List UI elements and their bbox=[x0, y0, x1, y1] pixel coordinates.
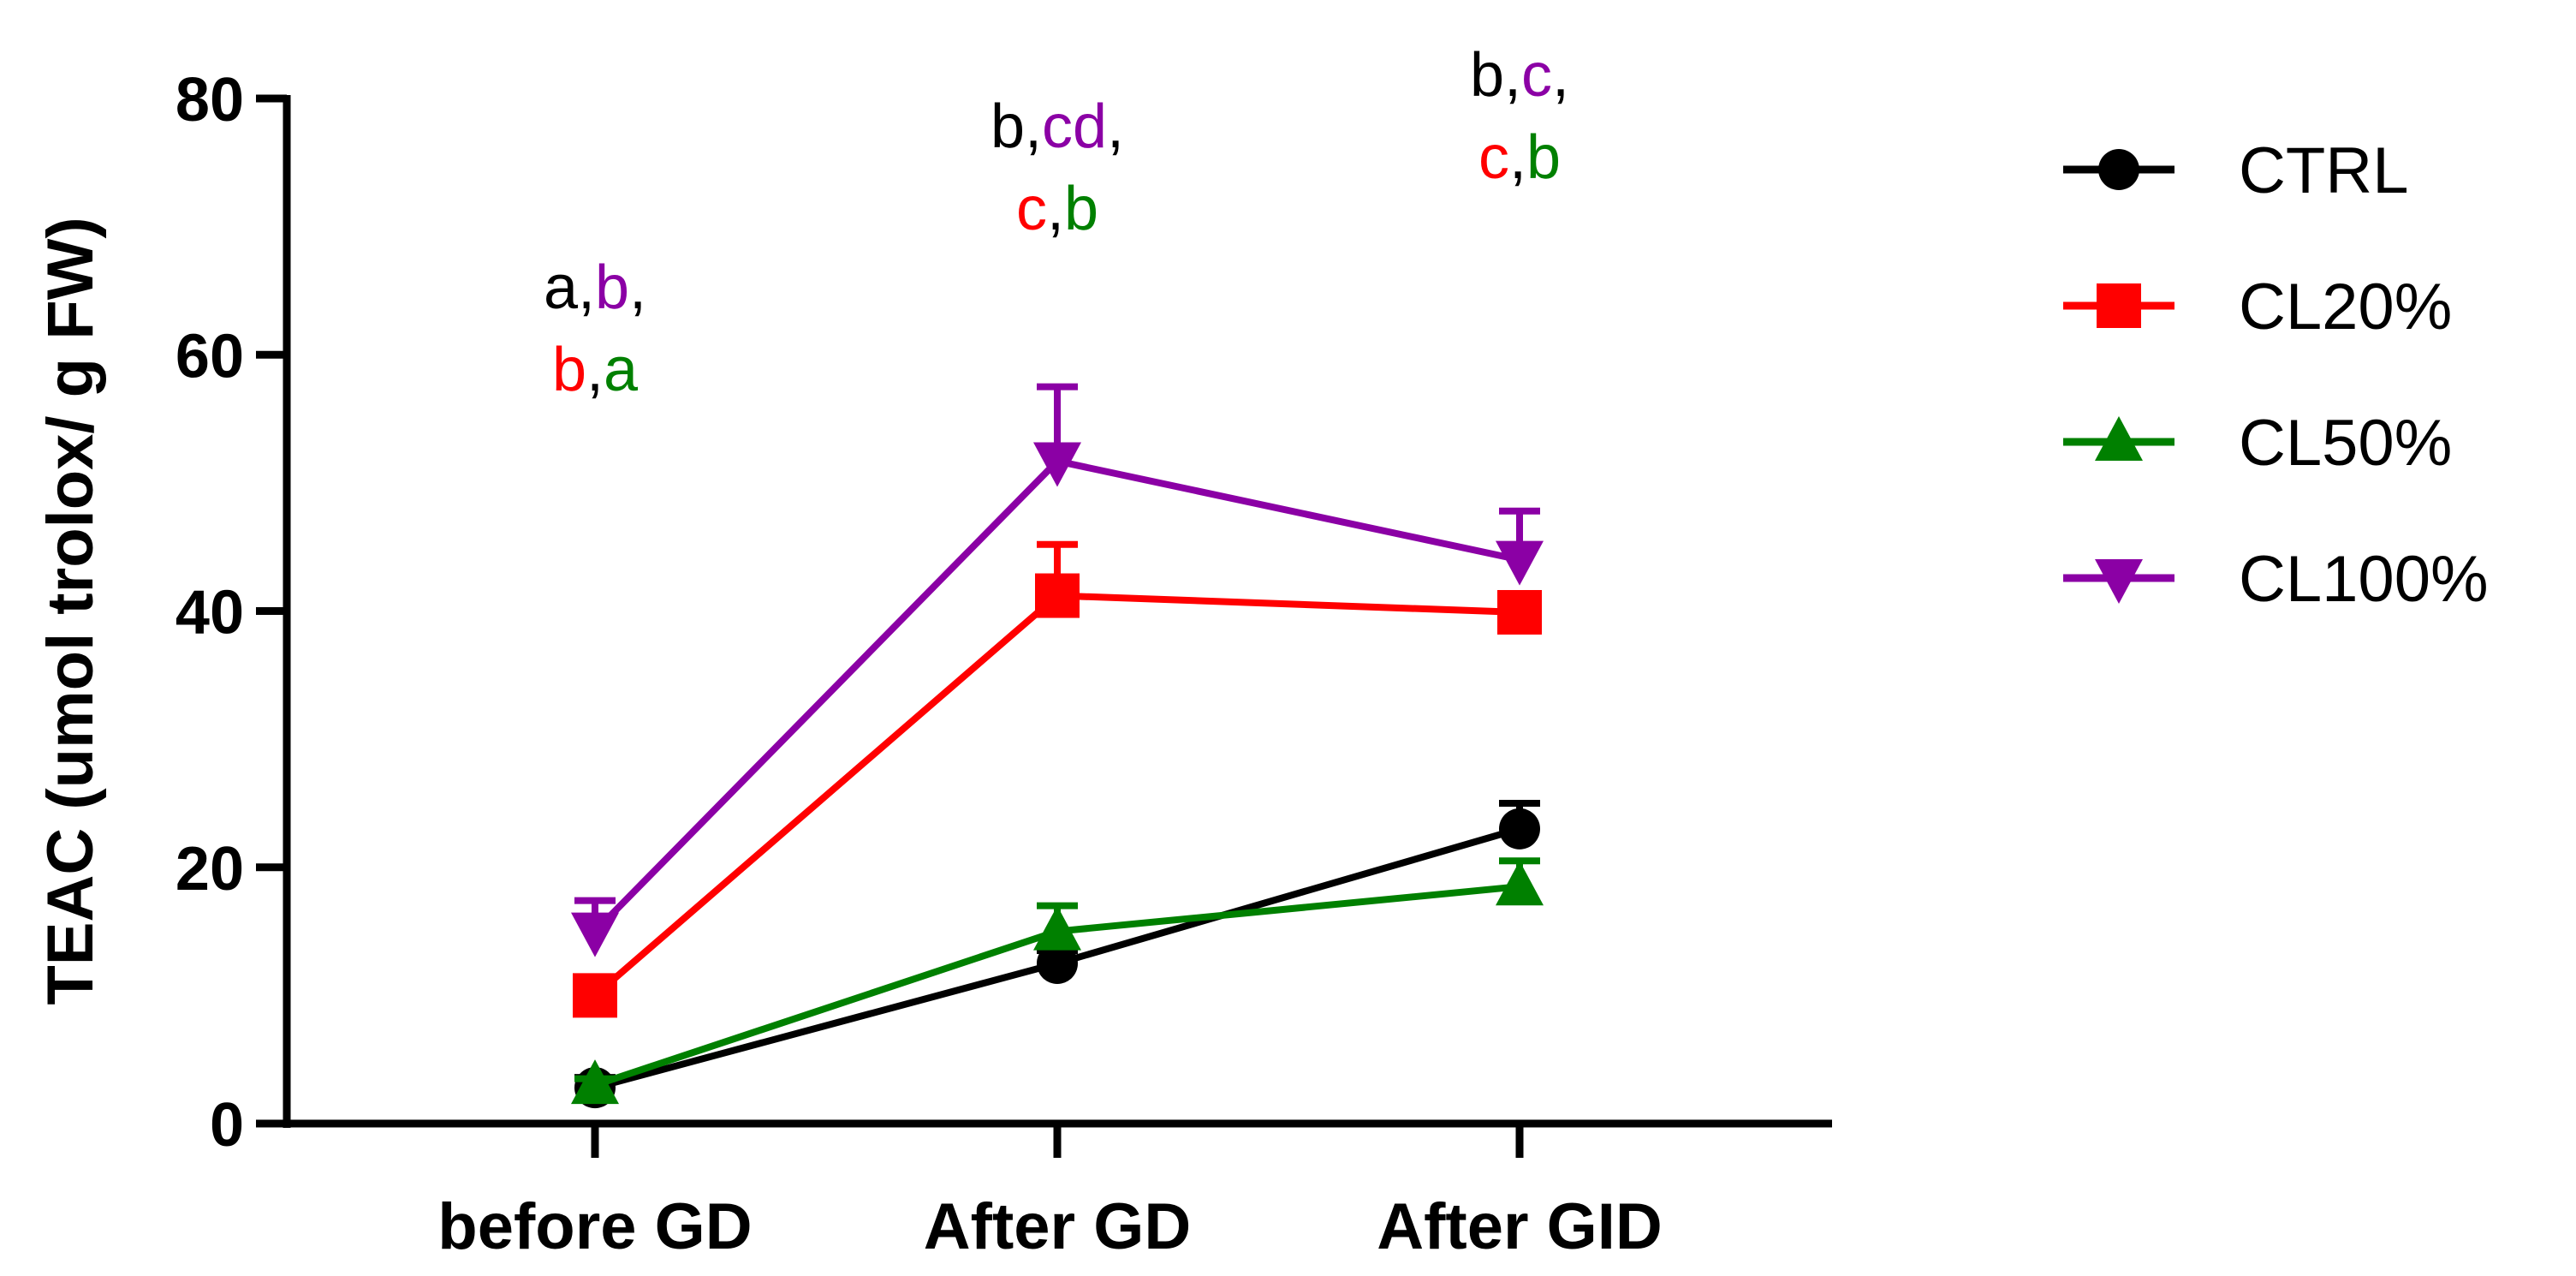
data-point bbox=[571, 912, 619, 957]
y-tick-label: 0 bbox=[210, 1091, 244, 1160]
significance-label: b,cd, bbox=[991, 92, 1124, 161]
annotations: a,b,b,ab,cd,c,bb,c,c,b bbox=[544, 41, 1569, 404]
significance-letter: , bbox=[1552, 41, 1569, 110]
data-point bbox=[1496, 540, 1544, 586]
legend-item: CL50% bbox=[2063, 407, 2452, 480]
data-point bbox=[1037, 942, 1078, 984]
series-layer bbox=[571, 383, 1544, 1109]
legend-item: CTRL bbox=[2063, 134, 2408, 207]
x-tick-label: After GD bbox=[924, 1190, 1191, 1263]
series-ctrl bbox=[574, 799, 1540, 1109]
legend-marker bbox=[2097, 283, 2141, 328]
significance-label: a,b, bbox=[544, 253, 646, 322]
significance-letter: , bbox=[1025, 92, 1042, 161]
significance-letter: , bbox=[1509, 123, 1526, 192]
data-point bbox=[571, 1059, 619, 1105]
y-tick-label: 20 bbox=[176, 835, 244, 903]
series-cl50pct bbox=[571, 857, 1544, 1105]
x-tick-label: before GD bbox=[437, 1190, 752, 1263]
legend-item: CL100% bbox=[2063, 543, 2489, 616]
data-point bbox=[1035, 573, 1080, 618]
data-point bbox=[1499, 808, 1540, 850]
significance-letter: b bbox=[1470, 41, 1504, 110]
significance-letter: b bbox=[1064, 175, 1098, 243]
significance-letter: cd bbox=[1042, 92, 1107, 161]
significance-letter: b bbox=[1526, 123, 1561, 192]
significance-letter: b bbox=[991, 92, 1025, 161]
significance-letter: a bbox=[544, 253, 579, 322]
series-cl100pct bbox=[571, 383, 1544, 957]
series-cl20pct bbox=[573, 540, 1542, 1018]
significance-label: c,b bbox=[1478, 123, 1561, 192]
significance-letter: b bbox=[595, 253, 629, 322]
significance-letter: , bbox=[1107, 92, 1124, 161]
legend-label: CTRL bbox=[2239, 134, 2408, 207]
y-axis-label: TEAC (umol trolox/ g FW) bbox=[34, 217, 107, 1005]
axes: 0 20 40 60 80 before GD After GD After GID TEAC … bbox=[34, 66, 1832, 1263]
y-tick-label: 80 bbox=[176, 66, 244, 134]
significance-label: b,a bbox=[552, 336, 639, 404]
legend-marker bbox=[2098, 149, 2139, 190]
significance-letter: c bbox=[1521, 41, 1552, 110]
significance-letter: a bbox=[604, 336, 639, 404]
significance-letter: , bbox=[1047, 175, 1064, 243]
data-point bbox=[1496, 861, 1544, 906]
legend-marker bbox=[2095, 559, 2143, 604]
significance-letter: , bbox=[578, 253, 595, 322]
legend-item: CL20% bbox=[2063, 271, 2452, 343]
significance-letter: , bbox=[629, 253, 646, 322]
significance-letter: b bbox=[552, 336, 586, 404]
data-point bbox=[1033, 905, 1081, 951]
significance-label: b,c, bbox=[1470, 41, 1569, 110]
legend-label: CL100% bbox=[2239, 543, 2489, 616]
legend-label: CL20% bbox=[2239, 271, 2452, 343]
series-line bbox=[592, 457, 1520, 934]
significance-label: c,b bbox=[1016, 175, 1098, 243]
legend: CTRL CL20% CL50% CL100% bbox=[2063, 134, 2489, 616]
data-point bbox=[573, 973, 617, 1018]
x-tick-label: After GID bbox=[1377, 1190, 1663, 1263]
significance-letter: c bbox=[1016, 175, 1047, 243]
significance-letter: , bbox=[586, 336, 604, 404]
significance-letter: , bbox=[1504, 41, 1521, 110]
significance-letter: c bbox=[1478, 123, 1509, 192]
data-point bbox=[1497, 589, 1542, 635]
legend-label: CL50% bbox=[2239, 407, 2452, 480]
y-tick-label: 60 bbox=[176, 322, 244, 391]
data-point bbox=[1033, 442, 1081, 487]
y-tick-label: 40 bbox=[176, 579, 244, 647]
legend-marker bbox=[2095, 416, 2143, 461]
